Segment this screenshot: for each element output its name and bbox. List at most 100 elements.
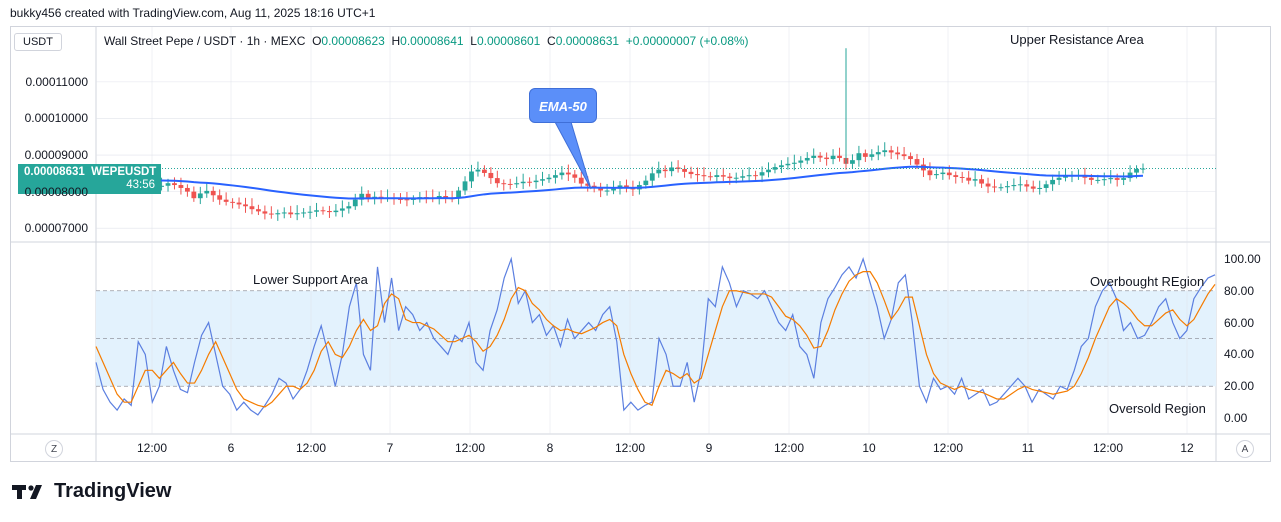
oscillator-tick-label: 20.00 [1224, 379, 1255, 394]
candle-body [359, 193, 365, 200]
candle-body [1043, 184, 1049, 188]
candle-body [1050, 179, 1056, 185]
candle-body [598, 187, 604, 191]
candle-body [1140, 168, 1146, 170]
last-price: 0.00008631 [24, 166, 85, 178]
candle-body [985, 183, 991, 187]
candle-body [262, 211, 268, 214]
candle-body [230, 201, 235, 203]
candle-body [314, 210, 319, 212]
candle-body [533, 180, 539, 183]
candle-body [604, 190, 610, 192]
time-tick-label: 12:00 [1092, 441, 1124, 455]
candle-body [895, 152, 901, 155]
candle-body [346, 206, 352, 209]
time-tick-label: 12:00 [932, 441, 964, 455]
candle-body [333, 210, 339, 213]
candle-body [940, 172, 946, 175]
candle-body [197, 193, 203, 199]
legend-close: 0.00008631 [555, 34, 620, 48]
chart-frame [10, 26, 1271, 462]
legend-change: +0.00000007 (+0.08%) [625, 34, 749, 48]
candle-body [507, 183, 513, 185]
candle-body [165, 183, 171, 186]
candle-body [933, 174, 939, 176]
oscillator-tick-label: 80.00 [1224, 283, 1255, 298]
candle-body [643, 180, 649, 186]
candle-body [869, 154, 875, 157]
time-tick-label: 12:00 [773, 441, 805, 455]
legend-low-label: L [470, 34, 477, 48]
candle-body [1114, 178, 1120, 180]
candle-body [501, 183, 507, 185]
price-tick-label: 0.00009000 [24, 148, 88, 163]
candlestick-series [94, 142, 1146, 221]
candle-body [779, 165, 784, 168]
time-tick-label: 7 [386, 441, 394, 455]
candle-body [927, 170, 933, 176]
candle-body [733, 177, 739, 179]
brand-name: TradingView [54, 480, 172, 502]
candle-body [953, 175, 959, 177]
candle-body [236, 202, 242, 205]
legend-open: 0.00008623 [321, 34, 385, 48]
candle-body [966, 177, 972, 181]
candle-body [456, 190, 461, 199]
candle-body [1101, 179, 1107, 181]
candle-body [1127, 172, 1133, 179]
candle-body [856, 153, 862, 161]
candle-body [811, 155, 817, 158]
candle-body [578, 177, 584, 184]
candle-body [1024, 184, 1030, 187]
candle-body [875, 152, 881, 155]
time-tick-label: 12:00 [295, 441, 327, 455]
candle-body [184, 187, 190, 192]
candle-body [804, 157, 810, 161]
candle-body [514, 183, 520, 185]
stochastic-k-line [95, 256, 1216, 416]
candle-body [727, 176, 733, 179]
auto-scale-z-button[interactable]: Z [45, 440, 63, 458]
time-tick-label: 10 [862, 441, 876, 455]
candle-body [862, 153, 868, 157]
candle-body [882, 150, 888, 153]
candle-body [352, 199, 358, 207]
candle-body [1056, 177, 1062, 180]
oscillator-tick-label: 40.00 [1224, 347, 1255, 362]
candle-body [688, 171, 694, 175]
candle-body [979, 179, 984, 184]
candle-body [1108, 178, 1114, 180]
candle-body [553, 175, 558, 178]
candle-body [714, 175, 720, 177]
candle-body [462, 181, 468, 191]
candle-body [275, 213, 281, 215]
tradingview-logo-icon [12, 484, 42, 499]
candle-body [656, 169, 662, 174]
candle-body [720, 175, 726, 177]
candle-body [572, 174, 578, 178]
candle-body [210, 190, 216, 196]
tradingview-logo: TradingView [12, 480, 171, 503]
stochastic-d-line [95, 271, 1216, 408]
chart-credit: bukky456 created with TradingView.com, A… [10, 6, 376, 20]
ema-callout: EMA-50 [529, 88, 597, 123]
candle-body [740, 176, 746, 178]
currency-button[interactable]: USDT [14, 33, 62, 51]
ema-callout-pointer [554, 121, 592, 190]
candle-body [281, 212, 287, 214]
time-tick-label: 12:00 [454, 441, 486, 455]
candle-body [410, 198, 416, 200]
candle-body [1063, 176, 1068, 178]
candle-body [191, 191, 197, 199]
candle-body [223, 199, 229, 202]
oscillator-tick-label: 100.00 [1224, 251, 1261, 266]
candle-body [494, 178, 500, 184]
auto-scale-a-button[interactable]: A [1236, 440, 1254, 458]
oversold-label: Oversold Region [1109, 401, 1206, 416]
candle-body [759, 172, 765, 176]
candle-body [488, 172, 494, 179]
candle-body [1005, 186, 1010, 188]
candle-body [443, 196, 449, 199]
candle-body [559, 172, 565, 176]
